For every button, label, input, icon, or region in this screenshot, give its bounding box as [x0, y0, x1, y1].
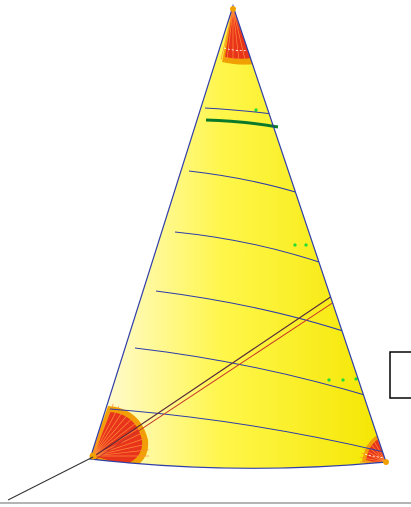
- batten-line: [134, 347, 376, 399]
- partial-box: [389, 351, 411, 399]
- fan-line: [92, 412, 130, 457]
- fan-line: [369, 441, 386, 463]
- telltale-marker: [254, 108, 258, 112]
- telltale-markers: [254, 108, 358, 382]
- telltale-marker: [354, 377, 358, 381]
- batten-line: [155, 290, 353, 335]
- sail-body: [90, 6, 386, 469]
- telltale-marker: [293, 243, 297, 247]
- fan-line: [92, 421, 138, 457]
- fan-line: [92, 409, 125, 457]
- fan-line: [92, 417, 134, 457]
- telltale-marker: [304, 243, 308, 247]
- fan-line: [92, 443, 148, 457]
- batten-line: [204, 107, 273, 115]
- diagonal-line-dark: [90, 291, 339, 460]
- fan-line: [92, 406, 120, 457]
- draft-stripe: [205, 118, 279, 129]
- batten-line: [174, 231, 329, 266]
- diagonal-line-red: [95, 297, 341, 460]
- fan-line: [232, 8, 246, 60]
- head-grommet: [230, 6, 236, 12]
- fan-line: [232, 8, 240, 61]
- fan-line: [363, 448, 386, 463]
- batten-line: [109, 408, 385, 453]
- batten-lines: [109, 107, 385, 453]
- fan-line: [92, 403, 114, 457]
- fan-line: [226, 8, 234, 61]
- fan-line: [360, 457, 386, 463]
- telltale-marker: [327, 378, 331, 382]
- fan-line: [220, 8, 234, 60]
- diagonal-lines: [90, 291, 341, 460]
- clew-grommet: [383, 459, 389, 465]
- tack-line: [7, 456, 94, 501]
- telltale-marker: [341, 378, 345, 382]
- clew-detail-line: [364, 453, 393, 459]
- fan-line: [92, 437, 147, 457]
- head-detail-line: [223, 47, 253, 52]
- batten-line: [188, 170, 303, 195]
- sail-outline: [89, 4, 387, 469]
